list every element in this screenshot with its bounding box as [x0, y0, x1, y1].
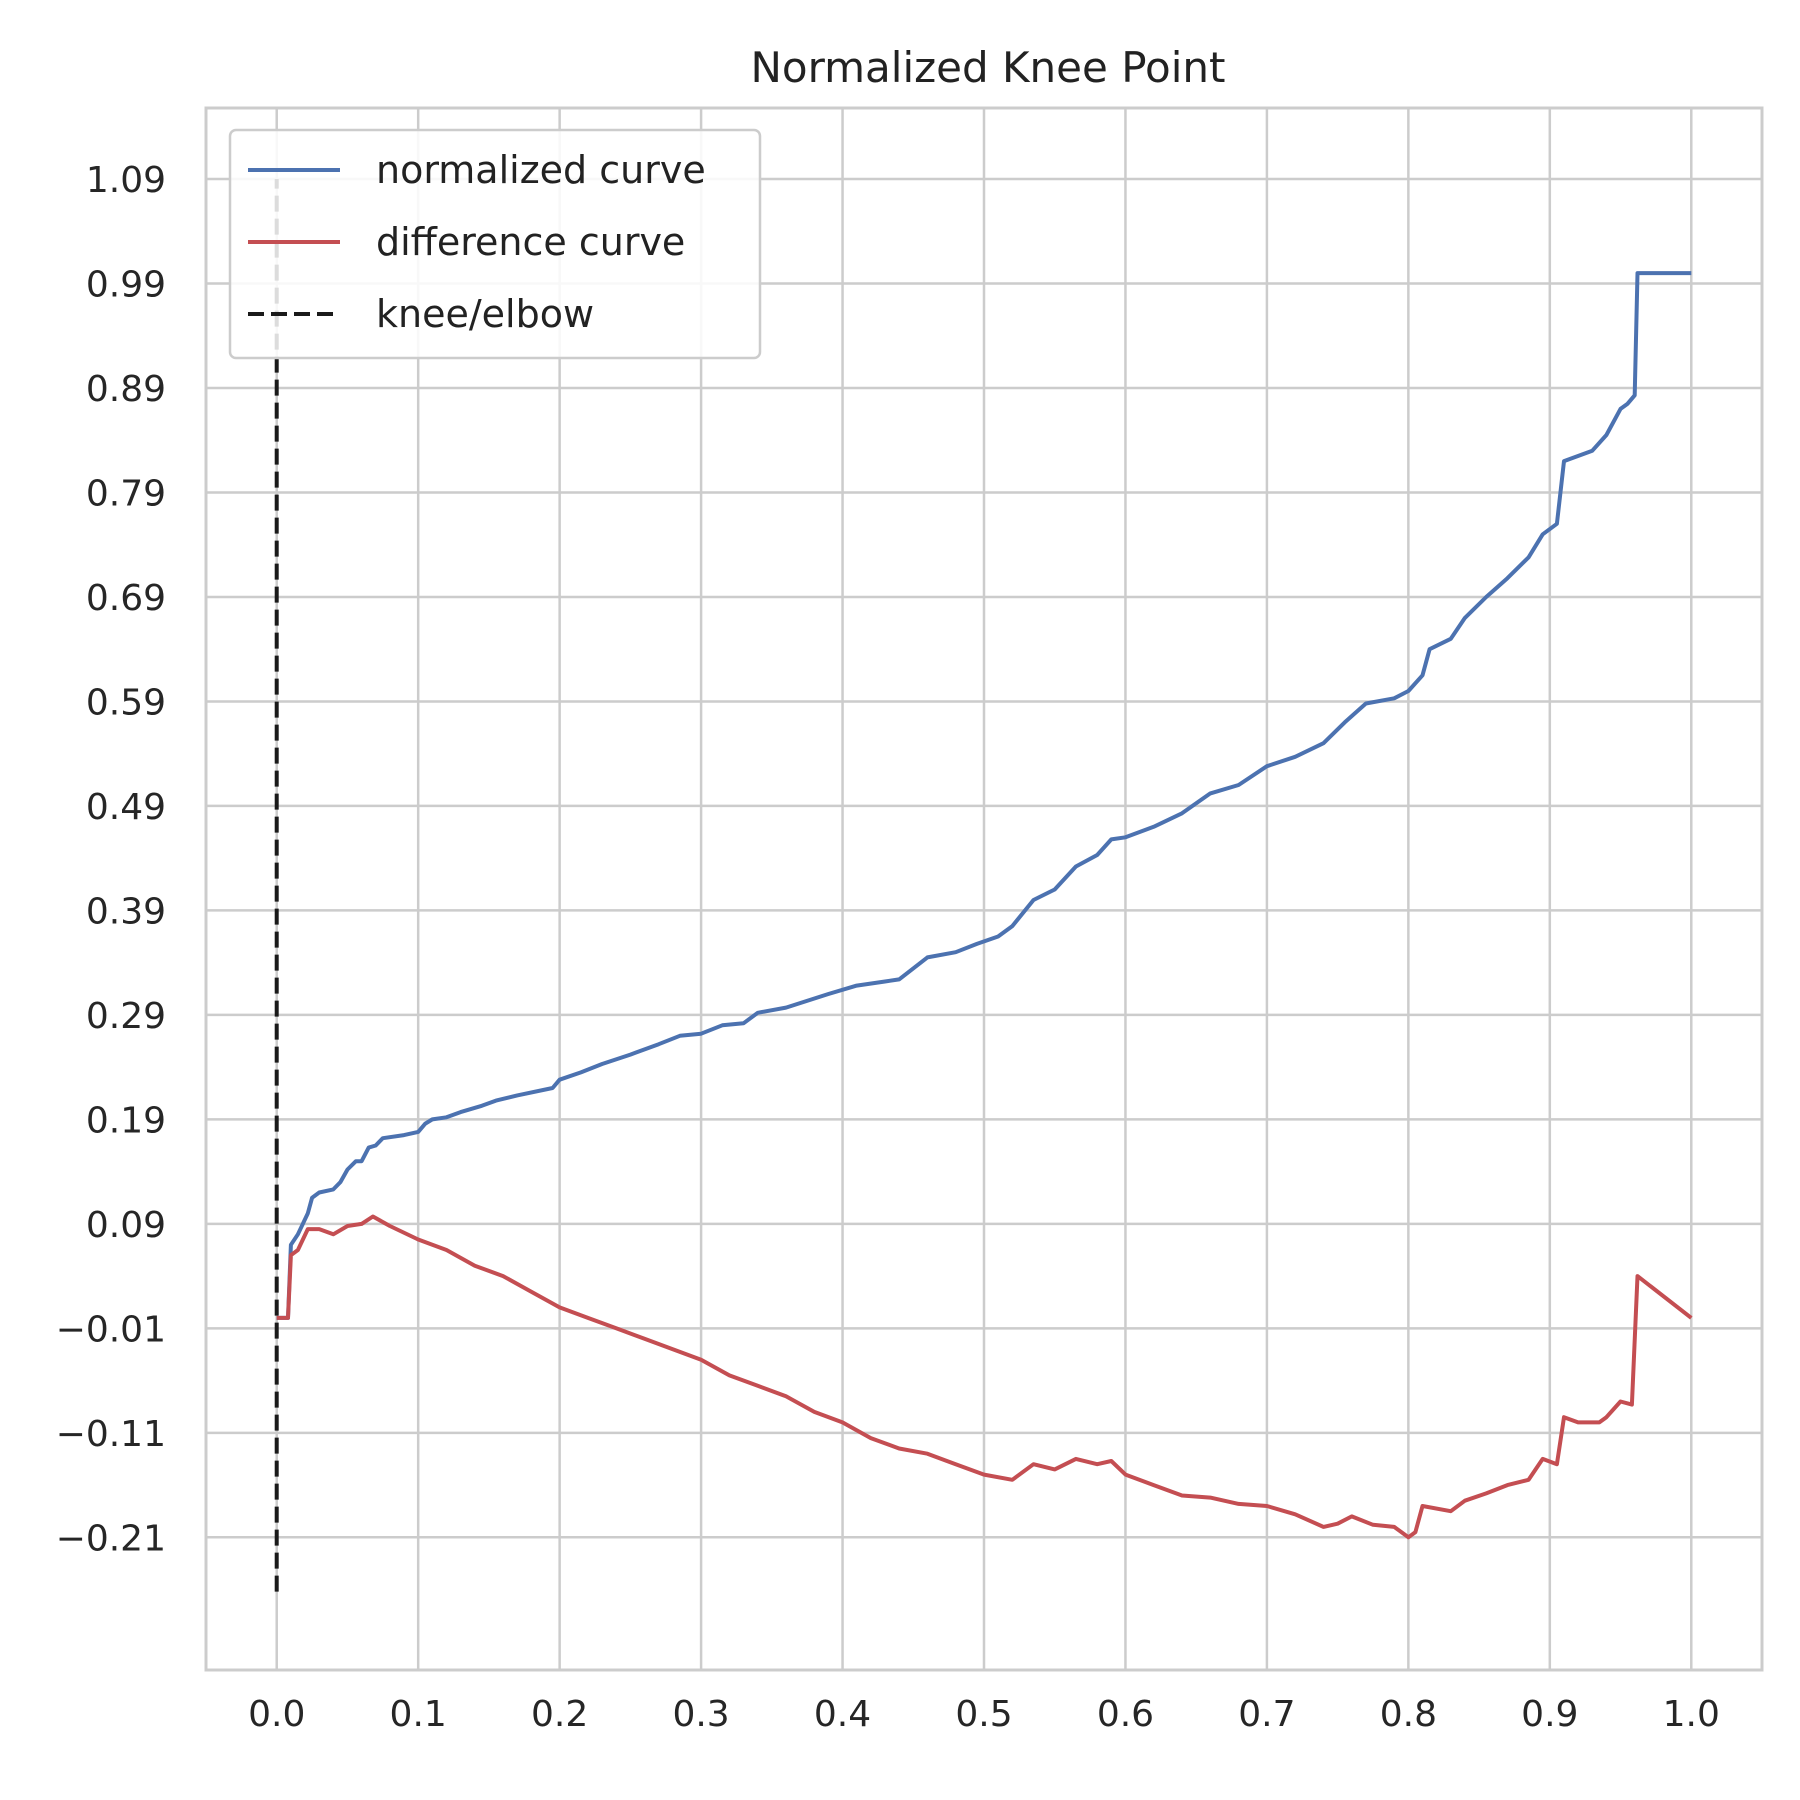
y-tick-label: 0.29 — [86, 996, 166, 1037]
y-tick-label: 0.59 — [86, 682, 166, 723]
y-tick-label: 0.99 — [86, 265, 166, 306]
x-tick-label: 0.5 — [955, 1694, 1012, 1735]
y-tick-label: 0.49 — [86, 787, 166, 828]
x-tick-label: 0.7 — [1238, 1694, 1295, 1735]
y-tick-label: 0.09 — [86, 1205, 166, 1246]
plot-frame — [204, 106, 1764, 1672]
y-tick-label: 1.09 — [86, 160, 166, 201]
x-tick-label: 1.0 — [1663, 1694, 1720, 1735]
y-axis-ticks: −0.21 −0.11 −0.01 0.09 0.19 0.29 0.39 0.49 0.59 0… — [56, 160, 166, 1559]
legend-label: knee/elbow — [376, 292, 594, 336]
x-tick-label: 0.4 — [814, 1694, 871, 1735]
y-tick-label: 0.89 — [86, 369, 166, 410]
grid-lines — [206, 108, 1762, 1670]
x-tick-label: 0.3 — [672, 1694, 729, 1735]
x-tick-label: 0.1 — [390, 1694, 447, 1735]
series-layer — [274, 179, 1693, 1592]
x-tick-label: 0.0 — [248, 1694, 305, 1735]
series-line-normalized-curve — [276, 271, 1692, 1320]
x-tick-label: 0.2 — [531, 1694, 588, 1735]
legend: normalized curve difference curve knee/elb… — [228, 128, 762, 360]
chart-title: Normalized Knee Point — [750, 43, 1225, 92]
x-tick-label: 0.9 — [1521, 1694, 1578, 1735]
y-tick-label: −0.01 — [56, 1309, 166, 1350]
y-tick-label: 0.19 — [86, 1100, 166, 1141]
x-tick-label: 0.6 — [1097, 1694, 1154, 1735]
legend-box — [228, 128, 762, 360]
x-tick-label: 0.8 — [1380, 1694, 1437, 1735]
legend-label: normalized curve — [376, 148, 706, 192]
series-line-difference-curve — [276, 1214, 1693, 1540]
y-tick-label: 0.79 — [86, 473, 166, 514]
x-axis-ticks: 0.0 0.1 0.2 0.3 0.4 0.5 0.6 0.7 0.8 0.9 1.0 — [248, 1694, 1720, 1735]
y-tick-label: 0.39 — [86, 891, 166, 932]
legend-label: difference curve — [376, 220, 685, 264]
y-tick-label: −0.21 — [56, 1518, 166, 1559]
y-tick-label: −0.11 — [56, 1414, 166, 1455]
y-tick-label: 0.69 — [86, 578, 166, 619]
